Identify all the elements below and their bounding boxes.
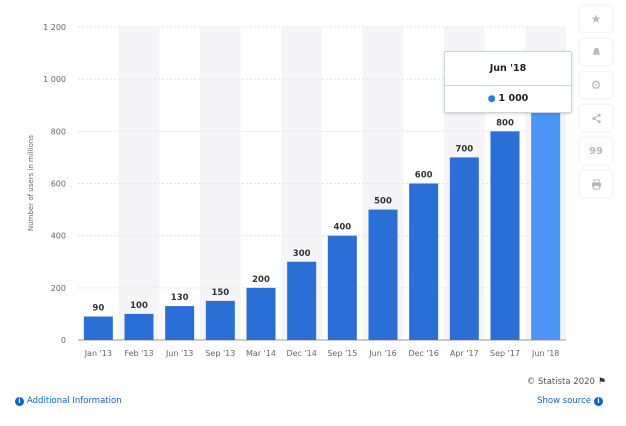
info-icon: i <box>15 396 24 406</box>
bar <box>449 157 479 340</box>
tooltip-value: 1 000 <box>498 93 529 104</box>
tooltip-title: Jun '18 <box>445 52 571 86</box>
x-tick-label: Sep '13 <box>205 349 235 358</box>
data-label: 700 <box>455 144 473 154</box>
x-tick-label: Feb '13 <box>124 349 153 358</box>
bar <box>531 79 561 341</box>
data-label: 400 <box>333 223 351 233</box>
data-label: 800 <box>496 118 514 128</box>
bar <box>205 300 235 340</box>
y-tick-label: 1 200 <box>43 23 66 32</box>
share-icon[interactable] <box>580 105 612 131</box>
y-axis-title: Number of users in millions <box>27 135 35 231</box>
data-label: 600 <box>415 171 433 181</box>
chart-toolbar: ★ ⚙ 99 <box>580 6 612 204</box>
x-tick-label: Mar '14 <box>246 349 276 358</box>
bar <box>368 209 398 340</box>
x-tick-label: Sep '15 <box>327 349 357 358</box>
chart-tooltip: Jun '18 ● 1 000 <box>444 51 572 113</box>
bar <box>246 287 276 340</box>
copyright: © Statista 2020 ⚑ <box>526 377 606 387</box>
x-tick-label: Apr '17 <box>450 349 479 358</box>
print-icon[interactable] <box>580 171 612 197</box>
x-tick-label: Jun '18 <box>531 349 559 358</box>
x-tick-label: Dec '16 <box>408 349 438 358</box>
y-tick-label: 400 <box>51 232 66 241</box>
bar <box>490 131 520 340</box>
data-label: 500 <box>374 197 392 207</box>
y-tick-label: 200 <box>51 284 66 293</box>
tooltip-value-row: ● 1 000 <box>445 86 571 112</box>
bar <box>327 235 357 340</box>
y-tick-label: 1 000 <box>43 75 66 84</box>
additional-info-link[interactable]: i Additional Information <box>12 396 122 406</box>
data-label: 300 <box>293 249 311 259</box>
bell-icon[interactable] <box>580 39 612 65</box>
bar <box>83 316 113 340</box>
data-label: 130 <box>171 293 189 303</box>
x-tick-label: Jan '13 <box>84 349 112 358</box>
bar <box>124 313 154 340</box>
data-label: 200 <box>252 275 270 285</box>
show-source-link[interactable]: Show source i <box>537 396 606 406</box>
y-tick-label: 600 <box>51 180 66 189</box>
series-dot-icon: ● <box>487 94 496 104</box>
data-label: 100 <box>130 301 148 311</box>
x-tick-label: Jun '16 <box>368 349 396 358</box>
star-icon[interactable]: ★ <box>580 6 612 32</box>
x-tick-label: Dec '14 <box>286 349 316 358</box>
quote-icon[interactable]: 99 <box>580 138 612 164</box>
data-label: 150 <box>211 288 229 298</box>
info-icon: i <box>594 396 603 406</box>
bar <box>165 306 195 340</box>
x-tick-label: Jun '13 <box>165 349 193 358</box>
bar <box>287 261 317 340</box>
bar <box>409 183 439 340</box>
flag-icon: ⚑ <box>597 377 606 387</box>
data-label: 90 <box>92 304 104 314</box>
y-tick-label: 0 <box>61 336 66 345</box>
gear-icon[interactable]: ⚙ <box>580 72 612 98</box>
x-tick-label: Sep '17 <box>490 349 520 358</box>
y-tick-label: 800 <box>51 127 66 136</box>
